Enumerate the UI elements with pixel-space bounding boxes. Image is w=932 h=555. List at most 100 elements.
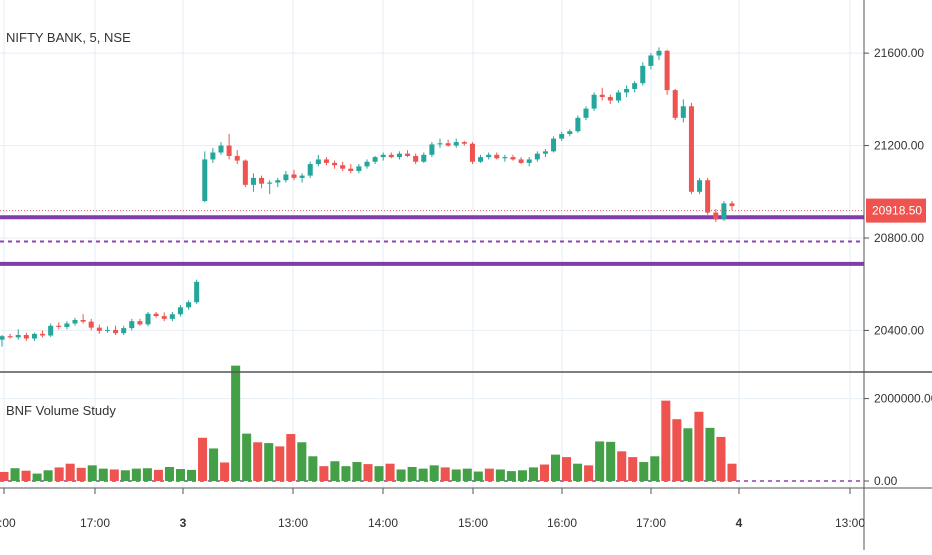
candle-body — [96, 327, 102, 331]
candle-body — [729, 203, 735, 207]
candle-body — [356, 166, 362, 171]
volume-bar — [87, 465, 97, 481]
candle-body — [380, 154, 386, 158]
volume-bar — [65, 463, 75, 481]
volume-bar — [109, 469, 119, 481]
volume-bar — [683, 428, 693, 481]
time-tick-label: 13:00 — [835, 516, 865, 530]
price-tick-label: 21600.00 — [874, 46, 924, 60]
last-price-tag — [866, 198, 926, 223]
time-tick-label: 17:00 — [80, 516, 110, 530]
volume-bar — [606, 441, 616, 481]
volume-bar — [32, 473, 42, 481]
volume-bar — [297, 442, 307, 481]
candle-body — [583, 108, 589, 118]
volume-bar — [330, 461, 340, 481]
candle-body — [640, 65, 646, 84]
candle-body — [461, 142, 467, 144]
volume-bar — [275, 446, 285, 481]
candle-body — [469, 143, 475, 162]
volume-bar — [440, 467, 450, 481]
volume-bar — [286, 434, 296, 481]
volume-bar — [495, 469, 505, 481]
candle-body — [672, 90, 678, 118]
volume-layer — [0, 365, 737, 481]
volume-bar — [484, 468, 494, 481]
volume-bar — [407, 466, 417, 481]
volume-bar — [253, 442, 263, 481]
volume-bar — [595, 441, 605, 481]
candle-body — [202, 159, 208, 202]
candle-body — [632, 83, 638, 89]
candle-body — [599, 94, 605, 98]
candle-body — [259, 177, 265, 184]
candle-body — [664, 50, 670, 91]
volume-bar — [21, 470, 31, 481]
candle-body — [161, 316, 167, 319]
candle-body — [486, 154, 492, 158]
candle-body — [348, 168, 354, 171]
candle-body — [121, 328, 127, 334]
candle-body — [340, 165, 346, 169]
candle-body — [31, 333, 37, 339]
candle-body — [680, 106, 686, 118]
volume-bar — [131, 468, 141, 481]
candle-body — [210, 152, 216, 160]
candle-body — [234, 155, 240, 161]
volume-bar — [98, 468, 108, 481]
volume-bar — [385, 463, 395, 481]
volume-bar — [352, 462, 362, 481]
candle-body — [542, 151, 548, 154]
candle-body — [478, 157, 484, 162]
candle-body — [48, 325, 54, 336]
volume-bar — [462, 468, 472, 481]
candle-body — [551, 138, 557, 152]
volume-bar — [264, 443, 274, 481]
volume-bar — [562, 457, 572, 481]
candle-body — [186, 302, 192, 308]
volume-bar — [10, 468, 20, 481]
candle-body — [372, 157, 378, 162]
time-tick-label: 4 — [736, 516, 743, 530]
volume-bar — [341, 466, 351, 481]
time-tick-label: 3 — [180, 516, 187, 530]
volume-bar — [198, 437, 208, 481]
time-tick-label: 16:00 — [547, 516, 577, 530]
candle-body — [607, 97, 613, 101]
volume-bar — [617, 451, 627, 481]
candle-body — [169, 314, 175, 319]
candle-body — [615, 92, 621, 101]
candle-body — [656, 50, 662, 56]
volume-bar — [628, 457, 638, 481]
candle-body — [64, 323, 70, 327]
volume-bar — [705, 427, 715, 481]
volume-bar — [308, 456, 318, 481]
candle-body — [688, 106, 694, 192]
volume-tick-label: 0.00 — [874, 474, 898, 488]
volume-bar — [186, 469, 197, 481]
candle-body — [23, 335, 29, 339]
candle-body — [445, 143, 451, 146]
candles-layer — [0, 47, 735, 347]
time-tick-label: 14:00 — [368, 516, 398, 530]
candle-body — [72, 320, 78, 324]
candle-body — [510, 157, 516, 160]
volume-bar — [716, 436, 726, 481]
chart-title: NIFTY BANK, 5, NSE — [6, 30, 131, 45]
candle-body — [697, 180, 703, 192]
candle-body — [129, 321, 135, 329]
volume-bar — [539, 464, 550, 481]
price-tick-label: 20400.00 — [874, 323, 924, 337]
volume-bar — [418, 468, 428, 481]
candle-body — [559, 134, 565, 139]
candle-body — [15, 335, 21, 338]
candle-body — [721, 203, 727, 220]
volume-bar — [319, 466, 329, 481]
volume-bar — [142, 468, 152, 481]
candle-body — [567, 131, 573, 135]
volume-bar — [76, 467, 86, 481]
time-tick-label: 6:00 — [0, 516, 16, 530]
volume-bar — [120, 470, 130, 481]
candle-body — [283, 174, 289, 181]
